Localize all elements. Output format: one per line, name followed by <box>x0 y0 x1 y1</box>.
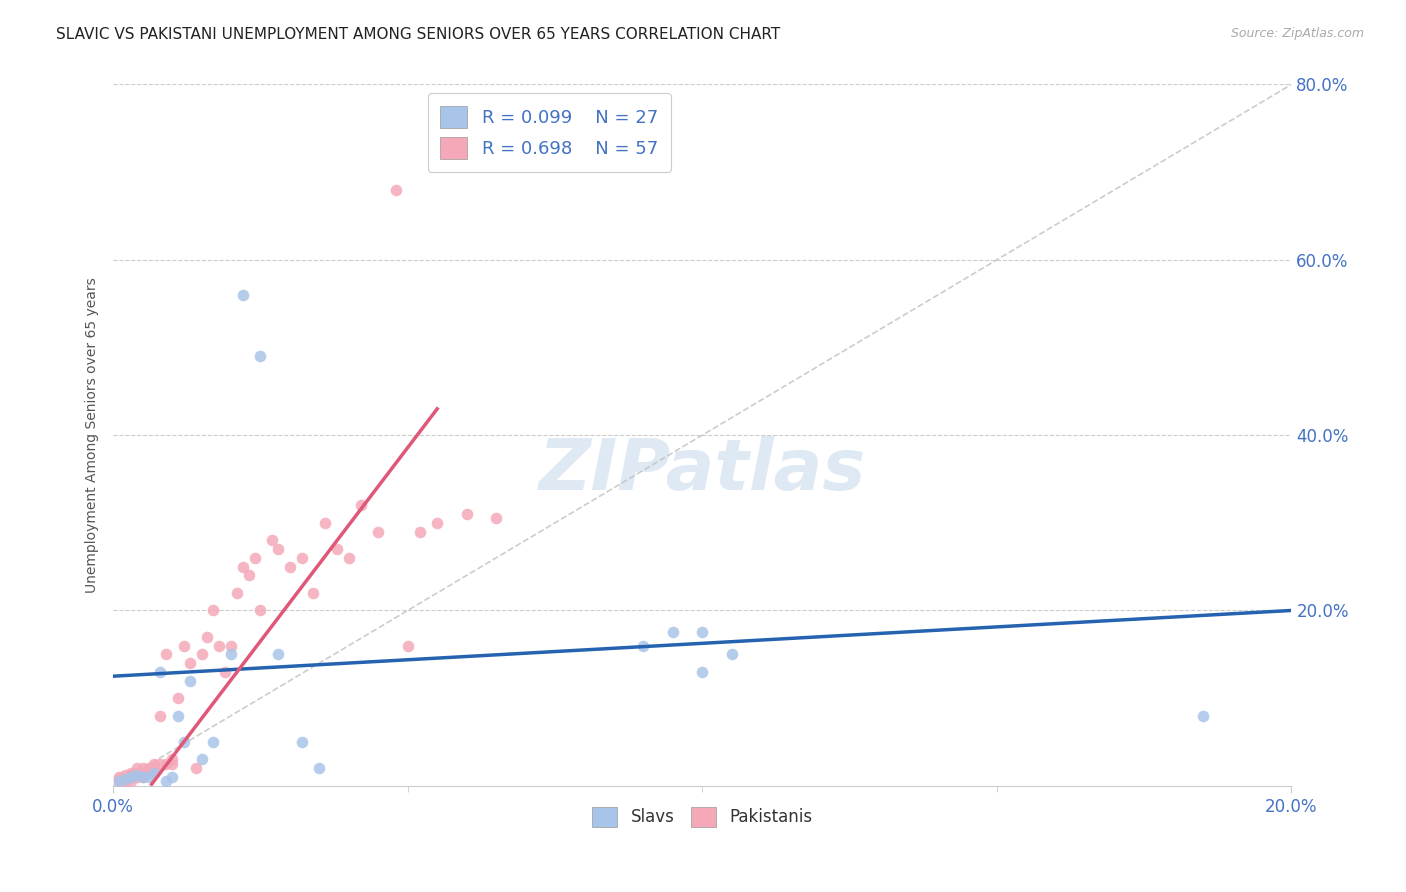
Point <box>396 639 419 653</box>
Point <box>337 550 360 565</box>
Point <box>167 691 190 706</box>
Point <box>232 288 254 302</box>
Point <box>202 603 225 617</box>
Point <box>120 765 142 780</box>
Point <box>190 648 212 662</box>
Point <box>173 639 195 653</box>
Point <box>155 648 177 662</box>
Point <box>149 665 172 679</box>
Point <box>485 511 508 525</box>
Point <box>385 183 408 197</box>
Point <box>160 756 183 771</box>
Point <box>155 774 177 789</box>
Point <box>249 349 271 363</box>
Point <box>173 735 195 749</box>
Point <box>267 542 290 557</box>
Point <box>633 639 655 653</box>
Point <box>143 761 166 775</box>
Point <box>108 774 131 789</box>
Point <box>190 752 212 766</box>
Point <box>408 524 430 539</box>
Point <box>125 770 148 784</box>
Text: Source: ZipAtlas.com: Source: ZipAtlas.com <box>1230 27 1364 40</box>
Point <box>160 770 183 784</box>
Point <box>692 625 714 640</box>
Point <box>278 559 301 574</box>
Legend: Slavs, Pakistanis: Slavs, Pakistanis <box>585 800 820 833</box>
Point <box>326 542 349 557</box>
Point <box>143 765 166 780</box>
Point <box>720 648 742 662</box>
Point <box>120 768 142 782</box>
Point <box>125 761 148 775</box>
Point <box>291 550 314 565</box>
Point <box>367 524 389 539</box>
Point <box>214 665 236 679</box>
Point <box>167 708 190 723</box>
Point <box>155 756 177 771</box>
Point <box>138 765 160 780</box>
Point <box>125 765 148 780</box>
Point <box>456 507 478 521</box>
Text: ZIPatlas: ZIPatlas <box>538 435 866 505</box>
Point <box>149 708 172 723</box>
Point <box>208 639 231 653</box>
Point <box>108 774 131 789</box>
Point <box>114 772 136 786</box>
Point <box>1192 708 1215 723</box>
Point <box>143 756 166 771</box>
Point <box>692 665 714 679</box>
Text: SLAVIC VS PAKISTANI UNEMPLOYMENT AMONG SENIORS OVER 65 YEARS CORRELATION CHART: SLAVIC VS PAKISTANI UNEMPLOYMENT AMONG S… <box>56 27 780 42</box>
Point <box>131 765 153 780</box>
Point <box>262 533 284 548</box>
Point <box>125 768 148 782</box>
Point <box>426 516 449 530</box>
Point <box>114 772 136 786</box>
Point <box>114 768 136 782</box>
Point <box>219 639 242 653</box>
Point <box>302 586 325 600</box>
Point <box>138 761 160 775</box>
Point <box>120 770 142 784</box>
Point <box>662 625 685 640</box>
Y-axis label: Unemployment Among Seniors over 65 years: Unemployment Among Seniors over 65 years <box>86 277 100 593</box>
Point <box>120 770 142 784</box>
Point <box>184 761 207 775</box>
Point <box>314 516 336 530</box>
Point <box>131 770 153 784</box>
Point <box>225 586 247 600</box>
Point <box>138 770 160 784</box>
Point <box>131 770 153 784</box>
Point <box>197 630 219 644</box>
Point <box>249 603 271 617</box>
Point <box>108 772 131 786</box>
Point <box>114 774 136 789</box>
Point <box>179 673 201 688</box>
Point <box>243 550 266 565</box>
Point <box>232 559 254 574</box>
Point <box>149 756 172 771</box>
Point <box>238 568 260 582</box>
Point <box>131 761 153 775</box>
Point <box>179 656 201 670</box>
Point <box>120 774 142 789</box>
Point <box>202 735 225 749</box>
Point <box>108 770 131 784</box>
Point <box>267 648 290 662</box>
Point <box>349 498 371 512</box>
Point <box>219 648 242 662</box>
Point <box>291 735 314 749</box>
Point <box>308 761 330 775</box>
Point <box>160 752 183 766</box>
